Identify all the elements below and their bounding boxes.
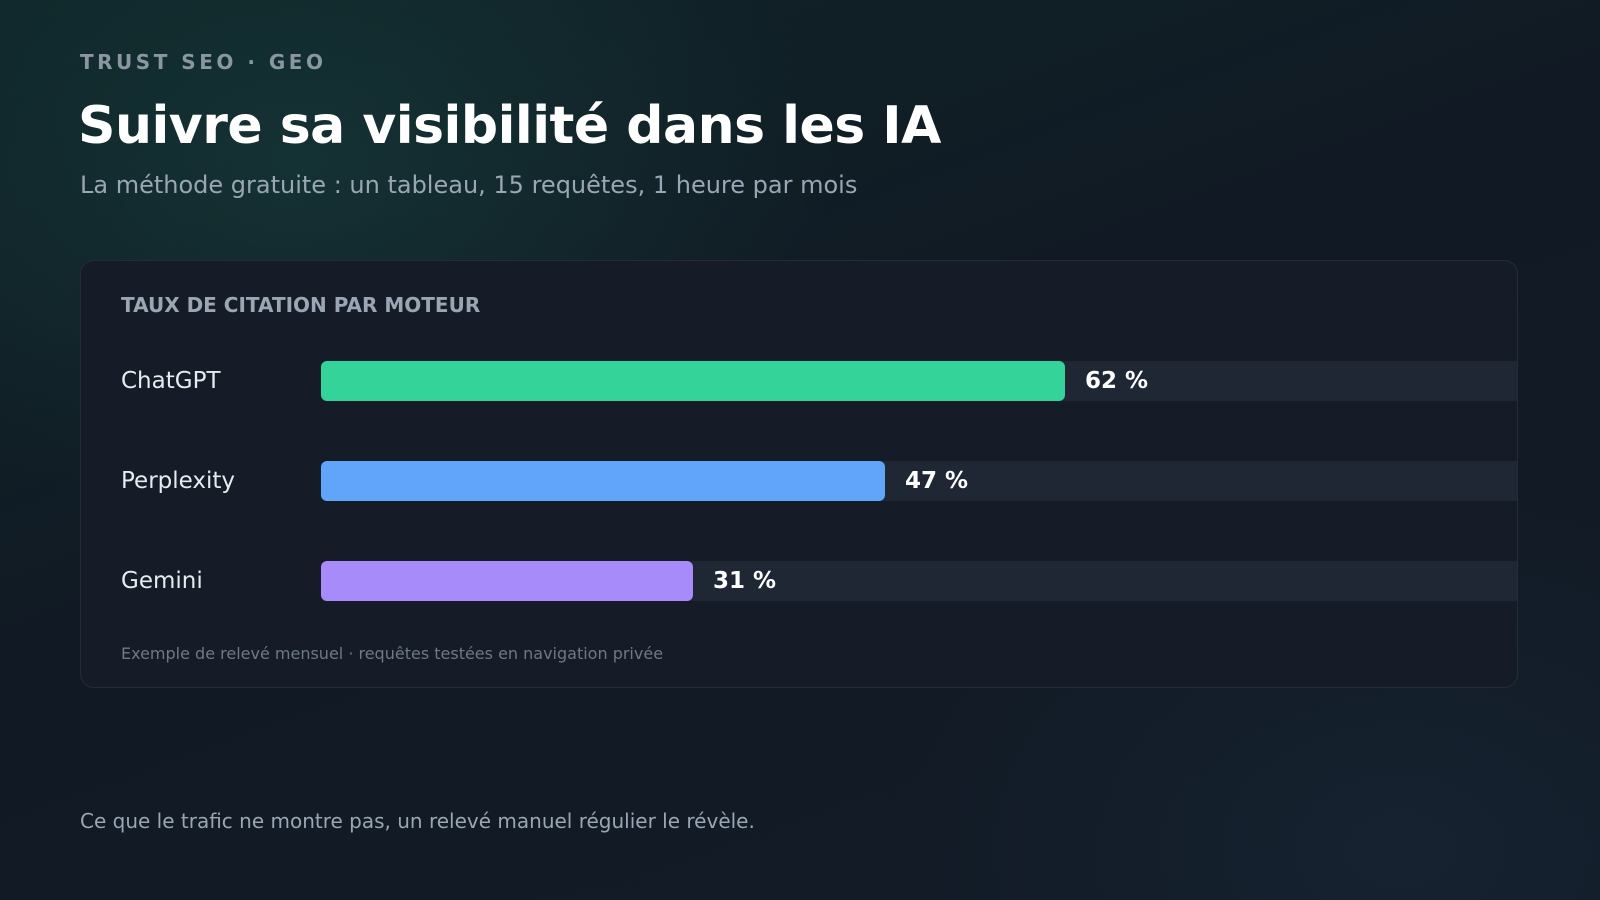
value-label-gemini: 31 % — [713, 568, 776, 594]
eyebrow-label: TRUST SEO · GEO — [80, 50, 326, 74]
bar-perplexity — [321, 461, 885, 501]
footer-tagline: Ce que le trafic ne montre pas, un relev… — [80, 809, 755, 833]
category-label-gemini: Gemini — [121, 568, 203, 594]
category-label-perplexity: Perplexity — [121, 468, 235, 494]
category-label-chatgpt: ChatGPT — [121, 368, 221, 394]
value-label-chatgpt: 62 % — [1085, 368, 1148, 394]
bar-gemini — [321, 561, 693, 601]
value-label-perplexity: 47 % — [905, 468, 968, 494]
bar-chatgpt — [321, 361, 1065, 401]
page-title: Suivre sa visibilité dans les IA — [78, 96, 941, 156]
page-subtitle: La méthode gratuite : un tableau, 15 req… — [80, 171, 857, 199]
chart-footnote: Exemple de relevé mensuel · requêtes tes… — [121, 644, 663, 663]
chart-card: TAUX DE CITATION PAR MOTEUR ChatGPT 62 % P… — [80, 260, 1518, 688]
citation-rate-chart: ChatGPT 62 % Perplexity 47 % Gemini 31 % — [81, 261, 1518, 688]
